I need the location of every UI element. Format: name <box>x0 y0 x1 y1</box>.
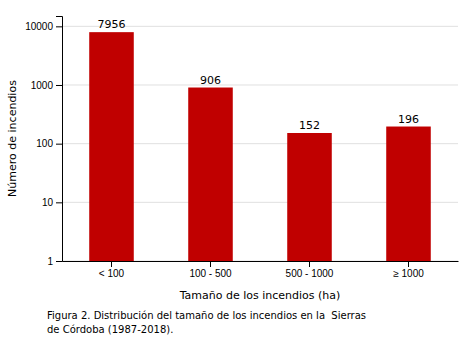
bar <box>386 127 431 261</box>
x-tick: 500 - 1000 <box>286 261 334 279</box>
y-tick-label: 10 <box>42 197 54 208</box>
chart-container: 7956 906 152 196 1 10 100 1000 10000 < 100 100 - 5… <box>0 0 474 345</box>
y-axis: 1 10 100 1000 10000 <box>25 17 62 267</box>
y-tick-mark <box>56 202 62 203</box>
y-tick-mark <box>56 26 62 27</box>
x-axis-title: Tamaño de los incendios (ha) <box>179 289 341 302</box>
x-tick-label: < 100 <box>99 268 125 279</box>
data-labels: 7956 906 152 196 <box>98 18 420 132</box>
caption-line: de Córdoba (1987-2018). <box>47 324 173 335</box>
y-tick: 1 <box>47 256 62 267</box>
y-tick-mark <box>56 85 62 86</box>
x-tick-mark <box>309 261 310 267</box>
y-tick-label: 1 <box>47 256 53 267</box>
x-tick-label: 500 - 1000 <box>286 268 334 279</box>
y-tick-mark <box>56 144 62 145</box>
x-axis-line <box>63 261 459 262</box>
x-tick: < 100 <box>99 261 125 279</box>
bar <box>287 133 332 261</box>
caption: Figura 2. Distribución del tamaño de los… <box>47 310 366 335</box>
grid <box>62 26 458 261</box>
chart-svg: 7956 906 152 196 1 10 100 1000 10000 < 100 100 - 5… <box>0 0 474 345</box>
bar <box>188 88 233 261</box>
y-tick: 1000 <box>31 80 62 91</box>
x-tick-label: ≥ 1000 <box>393 268 424 279</box>
x-tick-mark <box>210 261 211 267</box>
bars <box>89 32 431 261</box>
y-axis-title: Número de incendios <box>6 80 19 197</box>
y-tick-label: 10000 <box>25 21 53 32</box>
y-tick-mark <box>56 261 62 262</box>
data-label: 906 <box>200 74 221 87</box>
data-label: 7956 <box>98 18 126 31</box>
y-tick: 100 <box>36 138 62 149</box>
x-tick-mark <box>408 261 409 267</box>
plot: 7956 906 152 196 1 10 100 1000 10000 < 100 100 - 5… <box>25 17 458 280</box>
caption-line: Figura 2. Distribución del tamaño de los… <box>47 310 366 321</box>
y-axis-line <box>56 17 63 262</box>
x-tick: ≥ 1000 <box>393 261 424 279</box>
y-tick-label: 1000 <box>31 80 54 91</box>
data-label: 152 <box>299 119 320 132</box>
bar <box>89 32 134 261</box>
y-tick: 10 <box>42 197 62 208</box>
x-tick-mark <box>111 261 112 267</box>
x-tick: 100 - 500 <box>189 261 232 279</box>
x-tick-label: 100 - 500 <box>189 268 232 279</box>
y-tick: 10000 <box>25 21 62 32</box>
x-axis: < 100 100 - 500 500 - 1000 ≥ 1000 <box>63 261 459 279</box>
data-label: 196 <box>398 113 419 126</box>
y-tick-label: 100 <box>36 138 53 149</box>
